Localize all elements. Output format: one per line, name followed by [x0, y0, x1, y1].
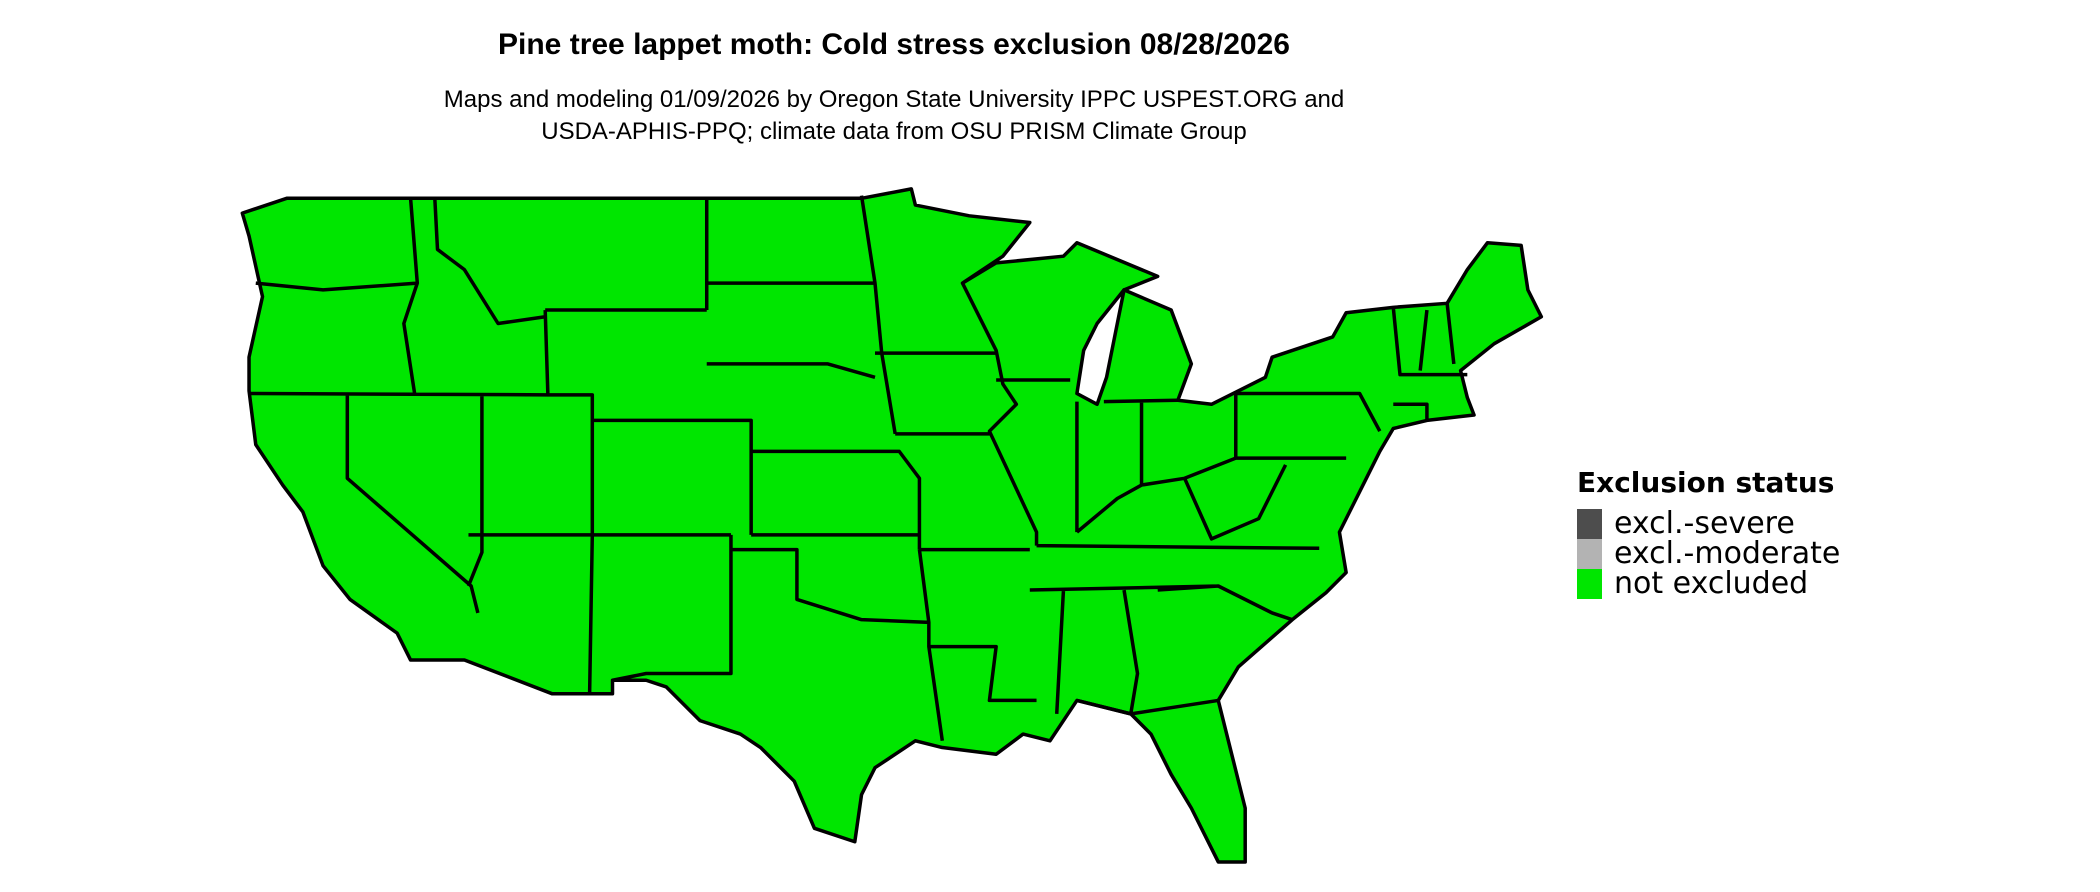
map-title: Pine tree lappet moth: Cold stress exclu… [498, 28, 1290, 61]
lake-michigan [1075, 288, 1126, 407]
state-borders [249, 195, 1468, 742]
legend-label: excl.-moderate [1614, 536, 1841, 571]
legend-swatch [1577, 539, 1602, 569]
legend-label: not excluded [1614, 566, 1809, 601]
legend-label: excl.-severe [1614, 506, 1795, 541]
map-subtitle-line-1: Maps and modeling 01/09/2026 by Oregon S… [443, 86, 1345, 113]
legend-item-not-excluded: not excluded [1577, 569, 1840, 599]
legend: Exclusion status excl.-severe excl.-mode… [1577, 466, 1840, 599]
legend-item-moderate: excl.-moderate [1577, 539, 1840, 569]
legend-swatch [1577, 509, 1602, 539]
us-outline [240, 187, 1544, 864]
legend-swatch [1577, 569, 1602, 599]
map-subtitle-line-2: USDA-APHIS-PPQ; climate data from OSU PR… [541, 118, 1247, 145]
legend-title: Exclusion status [1577, 466, 1835, 499]
legend-item-severe: excl.-severe [1577, 509, 1840, 539]
